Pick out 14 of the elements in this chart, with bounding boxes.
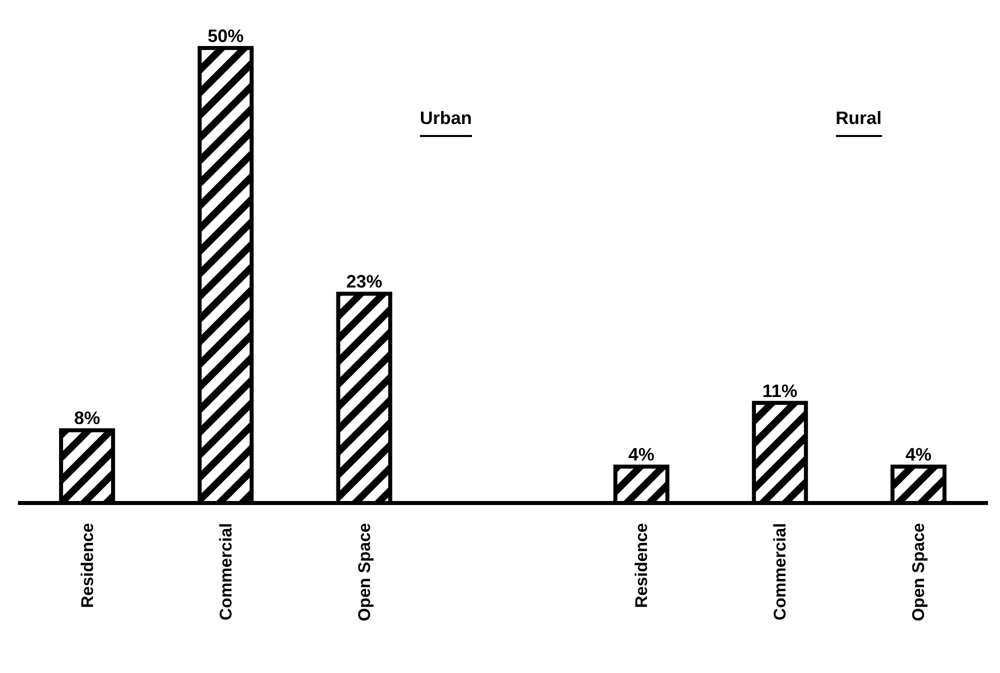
x-tick-label: Commercial bbox=[770, 523, 790, 620]
data-label: 23% bbox=[346, 272, 382, 292]
data-label: 8% bbox=[74, 408, 100, 428]
data-label: 4% bbox=[628, 444, 654, 465]
data-label: 4% bbox=[905, 444, 932, 465]
data-label: 50% bbox=[208, 26, 244, 46]
annotation: Rural bbox=[836, 108, 882, 137]
x-tick-label: Open Space bbox=[909, 523, 928, 622]
x-tick-label: Commercial bbox=[216, 523, 236, 620]
annotation: Urban bbox=[420, 108, 472, 137]
x-tick-label: Residence bbox=[632, 523, 652, 608]
data-label: 11% bbox=[762, 380, 798, 401]
x-tick-label: Residence bbox=[78, 523, 97, 608]
x-tick-label: Open Space bbox=[354, 523, 374, 622]
